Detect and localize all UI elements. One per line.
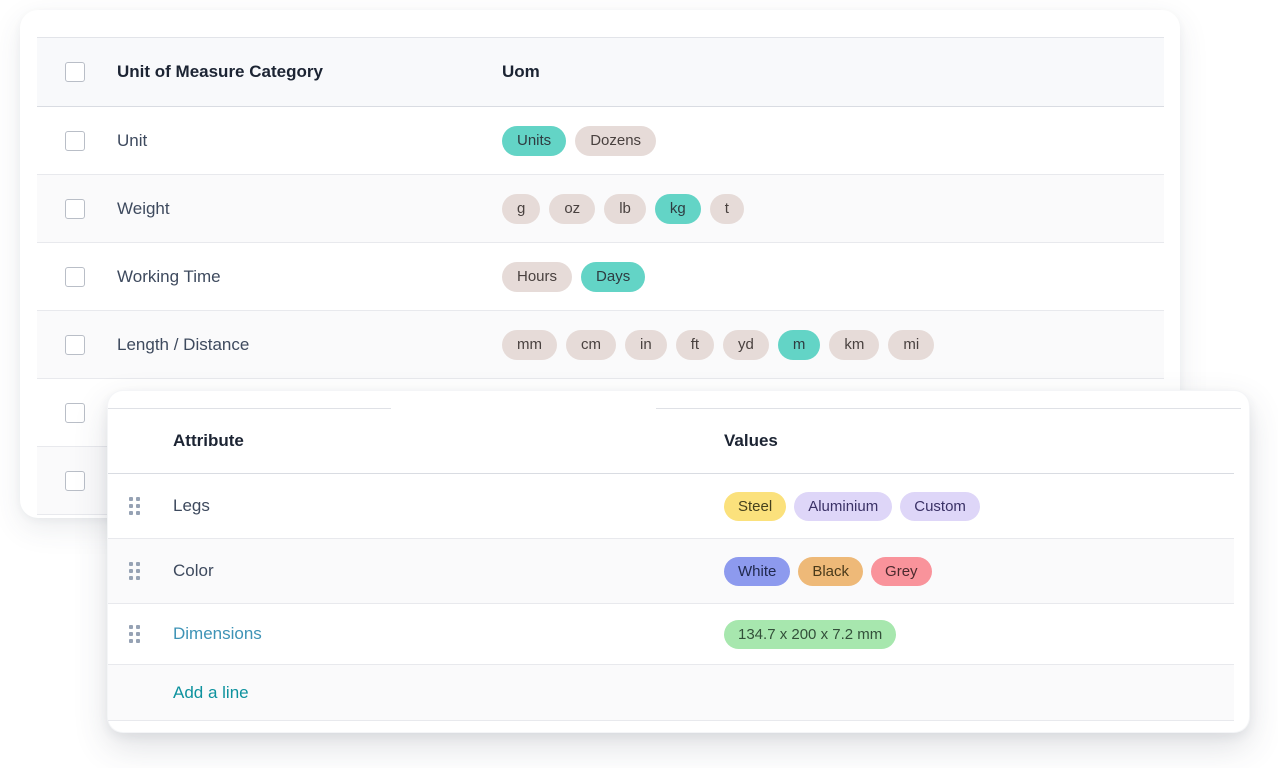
checkbox-cell [37, 470, 117, 491]
select-all-checkbox[interactable] [65, 62, 85, 82]
add-a-line-link[interactable]: Add a line [173, 682, 249, 702]
uom-tag[interactable]: oz [549, 193, 596, 224]
attribute-value-tags: 134.7 x 200 x 7.2 mm [724, 619, 1234, 649]
uom-tag[interactable]: in [625, 329, 667, 360]
uom-tag[interactable]: km [829, 329, 880, 360]
value-tag[interactable]: Custom [900, 491, 980, 521]
drag-handle-icon[interactable] [129, 625, 140, 643]
row-checkbox[interactable] [65, 130, 85, 151]
uom-tag[interactable]: Days [581, 261, 646, 292]
column-header-category: Unit of Measure Category [117, 62, 323, 81]
checkbox-cell [37, 402, 117, 423]
value-tag[interactable]: Steel [724, 491, 787, 521]
uom-header-row: Unit of Measure Category Uom [37, 38, 1164, 107]
uom-tag[interactable]: mi [888, 329, 935, 360]
uom-row-length[interactable]: Length / Distance mm cm in ft yd m km mi [37, 311, 1164, 379]
uom-tag[interactable]: Units [502, 125, 567, 156]
uom-tags: g oz lb kg t [502, 193, 1164, 224]
attributes-card: Attribute Values Legs Steel Aluminium Cu… [107, 390, 1250, 733]
uom-category-label[interactable]: Weight [117, 198, 170, 218]
value-tag[interactable]: 134.7 x 200 x 7.2 mm [724, 619, 897, 649]
checkbox-cell [37, 130, 117, 151]
attribute-label[interactable]: Color [173, 561, 214, 580]
uom-tags: mm cm in ft yd m km mi [502, 329, 1164, 360]
value-tag[interactable]: Aluminium [794, 491, 893, 521]
dimensions-link[interactable]: Dimensions [173, 624, 262, 643]
uom-tag[interactable]: Hours [502, 261, 573, 292]
uom-category-label[interactable]: Length / Distance [117, 334, 250, 354]
uom-tag[interactable]: mm [502, 329, 557, 360]
checkbox-cell [37, 334, 117, 355]
row-checkbox[interactable] [65, 198, 85, 219]
uom-tags: Units Dozens [502, 125, 1164, 156]
select-all-cell [37, 62, 117, 82]
uom-tags: Hours Days [502, 261, 1164, 292]
attributes-table: Attribute Values Legs Steel Aluminium Cu… [108, 408, 1234, 721]
uom-tag[interactable]: g [502, 193, 541, 224]
uom-tag[interactable]: m [777, 329, 821, 360]
row-checkbox[interactable] [65, 402, 85, 423]
uom-tag[interactable]: lb [604, 193, 646, 224]
table-top-border-segment [108, 408, 391, 409]
uom-row-working-time[interactable]: Working Time Hours Days [37, 243, 1164, 311]
row-checkbox[interactable] [65, 334, 85, 355]
column-header-values: Values [724, 430, 778, 450]
table-top-border-segment [656, 408, 1241, 409]
attributes-footer-row: Add a line [108, 665, 1234, 721]
row-checkbox[interactable] [65, 266, 85, 287]
attribute-value-tags: White Black Grey [724, 556, 1234, 586]
drag-handle-icon[interactable] [129, 562, 140, 580]
uom-tag[interactable]: yd [723, 329, 769, 360]
uom-row-unit[interactable]: Unit Units Dozens [37, 107, 1164, 175]
attributes-header-row: Attribute Values [108, 408, 1234, 474]
attribute-row-legs[interactable]: Legs Steel Aluminium Custom [108, 474, 1234, 539]
uom-tag[interactable]: cm [566, 329, 616, 360]
uom-tag[interactable]: ft [675, 329, 715, 360]
uom-category-label[interactable]: Unit [117, 130, 148, 150]
value-tag[interactable]: Grey [871, 556, 932, 586]
column-header-attribute: Attribute [173, 430, 244, 450]
value-tag[interactable]: White [724, 556, 791, 586]
uom-tag[interactable]: kg [654, 193, 701, 224]
column-header-uom: Uom [502, 62, 540, 81]
attribute-row-dimensions[interactable]: Dimensions 134.7 x 200 x 7.2 mm [108, 604, 1234, 665]
uom-tag[interactable]: Dozens [575, 125, 657, 156]
drag-handle-icon[interactable] [129, 497, 140, 515]
value-tag[interactable]: Black [798, 556, 864, 586]
checkbox-cell [37, 266, 117, 287]
row-checkbox[interactable] [65, 470, 85, 491]
attribute-value-tags: Steel Aluminium Custom [724, 491, 1234, 521]
uom-category-label[interactable]: Working Time [117, 266, 221, 286]
attribute-row-color[interactable]: Color White Black Grey [108, 539, 1234, 604]
uom-tag[interactable]: t [709, 193, 744, 224]
uom-row-weight[interactable]: Weight g oz lb kg t [37, 175, 1164, 243]
checkbox-cell [37, 198, 117, 219]
attribute-label[interactable]: Legs [173, 496, 210, 515]
